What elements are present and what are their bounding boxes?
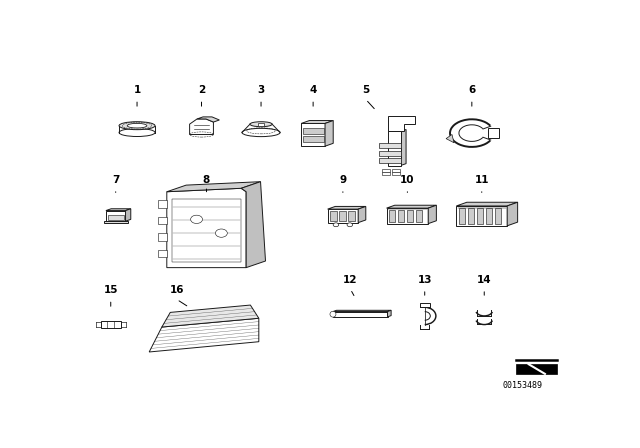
Ellipse shape bbox=[242, 128, 280, 137]
Polygon shape bbox=[149, 318, 259, 352]
Polygon shape bbox=[428, 205, 436, 224]
Circle shape bbox=[191, 215, 202, 224]
Bar bbox=[303, 136, 324, 142]
Bar bbox=[348, 211, 355, 221]
Bar bbox=[407, 210, 413, 222]
Polygon shape bbox=[388, 131, 401, 165]
Polygon shape bbox=[333, 311, 388, 317]
Bar bbox=[416, 210, 422, 222]
Polygon shape bbox=[446, 134, 454, 143]
Bar bbox=[303, 128, 324, 134]
Ellipse shape bbox=[119, 122, 155, 129]
Bar bbox=[101, 321, 121, 328]
Text: 14: 14 bbox=[477, 275, 492, 285]
Bar bbox=[420, 303, 429, 307]
Circle shape bbox=[333, 223, 339, 227]
Bar bbox=[339, 211, 346, 221]
Circle shape bbox=[216, 229, 227, 237]
Polygon shape bbox=[125, 209, 131, 221]
Polygon shape bbox=[379, 151, 401, 156]
Bar bbox=[158, 200, 167, 207]
Polygon shape bbox=[388, 310, 391, 317]
Polygon shape bbox=[301, 121, 333, 124]
Polygon shape bbox=[379, 158, 401, 163]
Polygon shape bbox=[328, 209, 358, 223]
Bar bbox=[460, 207, 465, 224]
Bar bbox=[392, 172, 399, 176]
Text: 9: 9 bbox=[339, 175, 346, 185]
Polygon shape bbox=[241, 182, 266, 267]
Text: 11: 11 bbox=[474, 175, 489, 185]
Polygon shape bbox=[379, 143, 401, 148]
Bar bbox=[398, 210, 404, 222]
Bar bbox=[158, 233, 167, 241]
Circle shape bbox=[347, 223, 353, 227]
Polygon shape bbox=[388, 116, 415, 131]
Bar bbox=[495, 207, 501, 224]
Ellipse shape bbox=[250, 122, 272, 127]
Bar bbox=[382, 172, 390, 176]
Polygon shape bbox=[301, 124, 325, 146]
Polygon shape bbox=[507, 202, 518, 226]
Bar bbox=[389, 210, 395, 222]
Polygon shape bbox=[325, 121, 333, 146]
Text: 3: 3 bbox=[257, 85, 265, 95]
Polygon shape bbox=[197, 117, 220, 122]
Bar bbox=[392, 168, 399, 172]
Polygon shape bbox=[167, 182, 260, 192]
Text: 12: 12 bbox=[343, 275, 358, 285]
Bar bbox=[477, 207, 483, 224]
Text: 1: 1 bbox=[133, 85, 141, 95]
Bar bbox=[516, 364, 557, 374]
Polygon shape bbox=[162, 305, 259, 327]
Polygon shape bbox=[106, 211, 125, 221]
Text: 13: 13 bbox=[417, 275, 432, 285]
Text: 8: 8 bbox=[203, 175, 210, 185]
Bar bbox=[330, 211, 337, 221]
Ellipse shape bbox=[330, 311, 336, 317]
Polygon shape bbox=[387, 205, 436, 208]
Bar bbox=[468, 207, 474, 224]
Polygon shape bbox=[456, 202, 518, 206]
Bar bbox=[158, 216, 167, 224]
Text: 15: 15 bbox=[104, 285, 118, 295]
Text: 00153489: 00153489 bbox=[503, 381, 543, 390]
Polygon shape bbox=[328, 207, 366, 209]
Text: 7: 7 bbox=[112, 175, 120, 185]
Polygon shape bbox=[401, 129, 406, 165]
Polygon shape bbox=[189, 119, 213, 134]
Text: 2: 2 bbox=[198, 85, 205, 95]
Polygon shape bbox=[333, 310, 391, 311]
Text: 16: 16 bbox=[170, 285, 184, 295]
Polygon shape bbox=[167, 188, 246, 267]
Text: 10: 10 bbox=[400, 175, 415, 185]
Polygon shape bbox=[358, 207, 366, 223]
Bar bbox=[382, 168, 390, 172]
Bar bbox=[258, 123, 264, 126]
Polygon shape bbox=[387, 208, 428, 224]
Bar bbox=[158, 250, 167, 257]
Bar bbox=[486, 207, 492, 224]
Ellipse shape bbox=[119, 129, 155, 137]
Text: 4: 4 bbox=[309, 85, 317, 95]
Text: 5: 5 bbox=[362, 85, 369, 95]
Text: 6: 6 bbox=[468, 85, 476, 95]
Polygon shape bbox=[456, 206, 507, 226]
Bar bbox=[108, 215, 124, 220]
Polygon shape bbox=[488, 128, 499, 138]
Polygon shape bbox=[106, 209, 131, 211]
Polygon shape bbox=[104, 221, 128, 224]
Ellipse shape bbox=[127, 123, 147, 128]
